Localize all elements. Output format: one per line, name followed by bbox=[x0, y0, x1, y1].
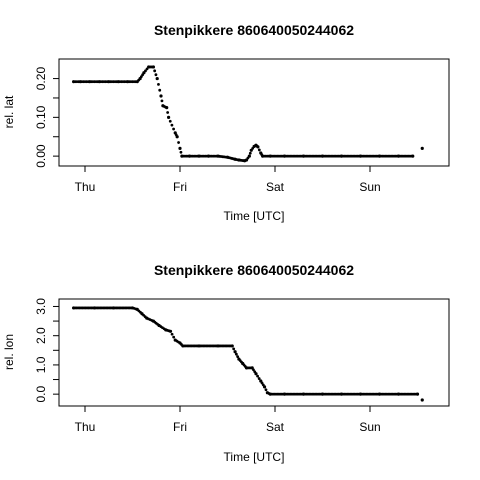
data-point bbox=[168, 119, 172, 123]
data-point bbox=[166, 111, 170, 114]
y-tick-label: 2.0 bbox=[34, 327, 48, 344]
data-point bbox=[232, 347, 236, 351]
data-point bbox=[264, 388, 268, 392]
x-tick-label-sat: Sat bbox=[266, 420, 285, 434]
data-point bbox=[415, 392, 420, 396]
data-point bbox=[230, 344, 234, 348]
data-point bbox=[165, 106, 169, 110]
y-axis-label-lat: rel. lat bbox=[2, 95, 16, 128]
series-lat bbox=[72, 65, 424, 163]
chart-title-lon: Stenpikkere 860640050244062 bbox=[154, 262, 354, 278]
data-point bbox=[179, 150, 183, 154]
data-point bbox=[256, 145, 260, 149]
data-point bbox=[170, 123, 174, 127]
x-ticks-lat: Thu Fri Sat Sun bbox=[75, 166, 381, 194]
data-point bbox=[420, 398, 424, 402]
data-point bbox=[159, 94, 163, 98]
data-point bbox=[177, 141, 180, 144]
data-point bbox=[247, 154, 251, 158]
x-tick-label-thu: Thu bbox=[75, 420, 96, 434]
x-tick-label-fri: Fri bbox=[173, 180, 187, 194]
plot-frame-lon bbox=[58, 298, 450, 407]
data-point bbox=[178, 146, 182, 150]
y-ticks-lon: 0.0 1.0 2.0 3.0 bbox=[34, 298, 59, 402]
y-tick-label: 0.00 bbox=[34, 144, 48, 168]
data-point bbox=[151, 65, 155, 69]
x-axis-label-lon: Time [UTC] bbox=[224, 450, 285, 464]
data-point bbox=[160, 99, 164, 103]
y-tick-label: 0.0 bbox=[34, 385, 48, 402]
data-point bbox=[257, 148, 261, 152]
y-tick-label: 0.10 bbox=[34, 105, 48, 129]
x-tick-label-sun: Sun bbox=[359, 420, 380, 434]
data-point bbox=[257, 377, 261, 380]
data-point bbox=[154, 73, 158, 77]
y-tick-label: 0.20 bbox=[34, 67, 48, 91]
data-point bbox=[153, 69, 157, 73]
data-point bbox=[175, 135, 179, 139]
data-point bbox=[170, 332, 174, 336]
y-tick-label: 3.0 bbox=[34, 298, 48, 315]
data-point bbox=[157, 82, 160, 86]
x-ticks-lon: Thu Fri Sat Sun bbox=[75, 406, 381, 434]
y-tick-label: 1.0 bbox=[34, 356, 48, 373]
x-tick-label-sun: Sun bbox=[359, 180, 380, 194]
panel-lon: Stenpikkere 860640050244062 Time [UTC] r… bbox=[2, 262, 450, 464]
data-point bbox=[236, 355, 240, 359]
data-point bbox=[411, 154, 415, 158]
data-point bbox=[155, 76, 159, 81]
y-axis-label-lon: rel. lon bbox=[2, 334, 16, 370]
y-ticks-lat: 0.00 0.10 0.20 bbox=[34, 67, 59, 168]
data-point bbox=[144, 69, 147, 73]
chart-title-lat: Stenpikkere 860640050244062 bbox=[154, 22, 354, 38]
data-point bbox=[167, 115, 171, 119]
data-point bbox=[254, 372, 258, 376]
data-point bbox=[256, 374, 259, 378]
data-point bbox=[158, 88, 162, 92]
x-tick-label-fri: Fri bbox=[173, 420, 187, 434]
x-tick-label-thu: Thu bbox=[75, 180, 96, 194]
panel-lat: Stenpikkere 860640050244062 Time [UTC] r… bbox=[2, 22, 450, 223]
data-point bbox=[262, 385, 267, 389]
data-point bbox=[420, 146, 424, 150]
data-point bbox=[233, 350, 237, 354]
series-lon bbox=[72, 306, 424, 402]
data-point bbox=[172, 335, 176, 339]
data-point bbox=[172, 127, 175, 131]
data-point bbox=[234, 352, 238, 356]
data-point bbox=[248, 151, 252, 155]
plot-frame-lat bbox=[58, 58, 450, 167]
data-point bbox=[168, 329, 173, 333]
x-axis-label-lat: Time [UTC] bbox=[224, 209, 285, 223]
x-tick-label-sat: Sat bbox=[266, 180, 285, 194]
